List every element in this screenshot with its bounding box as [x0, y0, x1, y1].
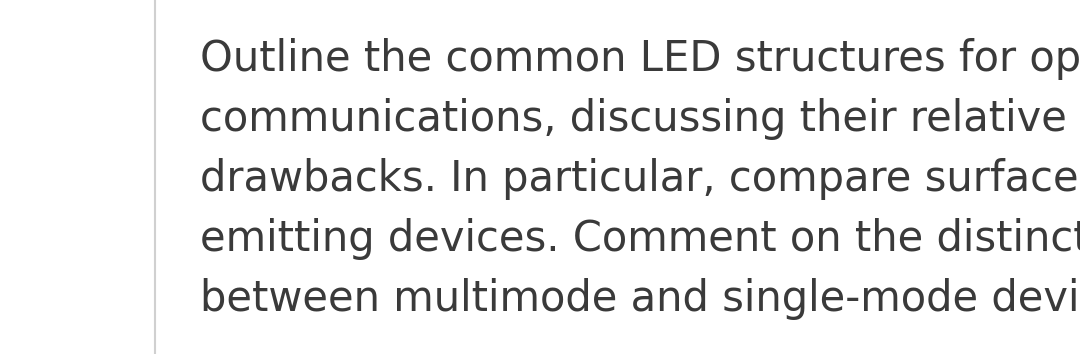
Text: emitting devices. Comment on the distinction: emitting devices. Comment on the distinc… [200, 218, 1080, 260]
Text: communications, discussing their relative merits and: communications, discussing their relativ… [200, 98, 1080, 140]
Text: Outline the common LED structures for optical fiber: Outline the common LED structures for op… [200, 38, 1080, 80]
Text: between multimode and single-mode devices.: between multimode and single-mode device… [200, 278, 1080, 320]
Text: drawbacks. In particular, compare surface- and edge-: drawbacks. In particular, compare surfac… [200, 158, 1080, 200]
